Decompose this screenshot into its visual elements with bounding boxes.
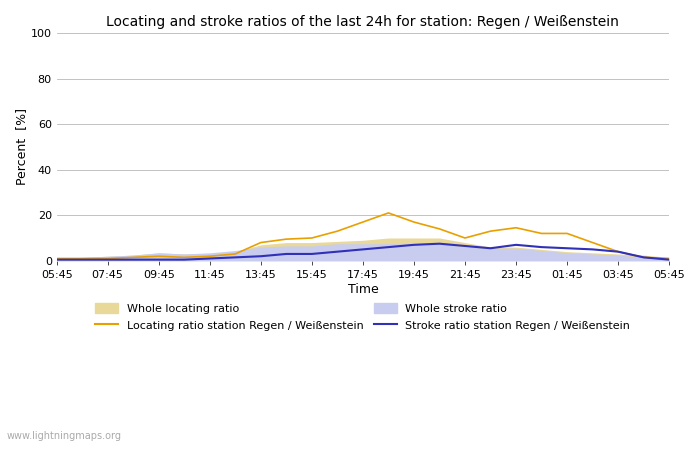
Text: www.lightningmaps.org: www.lightningmaps.org	[7, 431, 122, 441]
Title: Locating and stroke ratios of the last 24h for station: Regen / Weißenstein: Locating and stroke ratios of the last 2…	[106, 15, 620, 29]
Y-axis label: Percent  [%]: Percent [%]	[15, 108, 28, 185]
Legend: Whole locating ratio, Locating ratio station Regen / Weißenstein, Whole stroke r: Whole locating ratio, Locating ratio sta…	[91, 299, 635, 335]
X-axis label: Time: Time	[347, 283, 378, 296]
